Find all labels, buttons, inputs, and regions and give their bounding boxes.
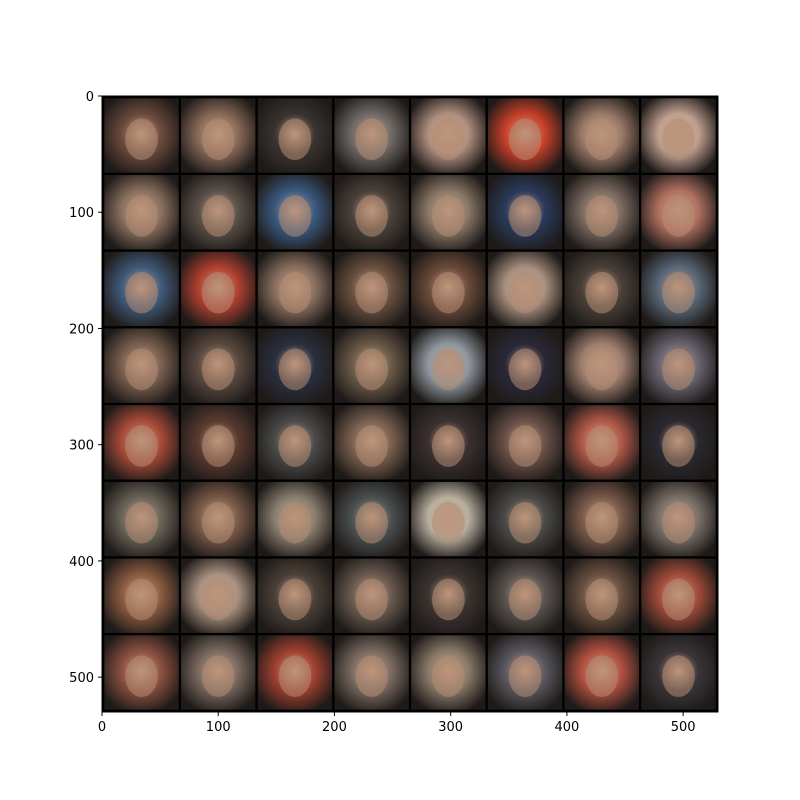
tile-face-shape: [508, 271, 542, 314]
tile-face-shape: [125, 578, 158, 621]
tile-face-shape: [585, 118, 619, 161]
tile-face-shape: [508, 425, 542, 467]
tile-face-shape: [431, 655, 465, 698]
tile-face-shape: [125, 195, 158, 237]
tile-face-shape: [431, 578, 465, 621]
tile-face-shape: [585, 578, 619, 621]
tile-face-shape: [201, 271, 235, 314]
y-tick-label: 400: [69, 555, 94, 570]
tile-face-shape: [125, 271, 158, 314]
tile-face-shape: [355, 655, 389, 698]
tile-face-shape: [278, 655, 312, 698]
tile-face-shape: [125, 348, 158, 391]
tile-face-shape: [585, 348, 619, 391]
tile-face-shape: [201, 348, 235, 391]
tile-face-shape: [431, 118, 465, 161]
tile-face-shape: [431, 501, 465, 544]
y-tick-label: 300: [69, 439, 94, 454]
tile-face-shape: [508, 348, 542, 391]
y-tick-label: 500: [69, 671, 94, 686]
y-tick-label: 100: [69, 206, 94, 221]
tile-face-shape: [508, 655, 542, 698]
tile-face-shape: [662, 195, 695, 237]
tile-face-shape: [201, 195, 235, 237]
tile-face-shape: [662, 655, 695, 698]
tile-face-shape: [355, 195, 389, 237]
tile-face-shape: [201, 425, 235, 467]
tile-face-shape: [278, 348, 312, 391]
tile-face-shape: [201, 655, 235, 698]
tile-face-shape: [355, 348, 389, 391]
tile-face-shape: [508, 118, 542, 161]
tile-face-shape: [431, 271, 465, 314]
x-tick-label: 500: [671, 720, 696, 735]
tile-face-shape: [278, 501, 312, 544]
tile-face-shape: [355, 425, 389, 467]
tile-face-shape: [662, 118, 695, 161]
tile-face-shape: [125, 501, 158, 544]
tile-face-shape: [278, 578, 312, 621]
image-grid: [102, 96, 718, 712]
tile-face-shape: [662, 425, 695, 467]
x-tick-label: 200: [322, 720, 347, 735]
tile-face-shape: [355, 271, 389, 314]
tile-face-shape: [278, 425, 312, 467]
tile-face-shape: [508, 501, 542, 544]
tile-face-shape: [278, 195, 312, 237]
tile-face-shape: [662, 578, 695, 621]
tile-face-shape: [431, 348, 465, 391]
y-tick-label: 200: [69, 322, 94, 337]
tile-face-shape: [585, 655, 619, 698]
tile-face-shape: [201, 578, 235, 621]
tile-face-shape: [662, 348, 695, 391]
x-tick-label: 300: [438, 720, 463, 735]
tile-face-shape: [585, 501, 619, 544]
x-tick-label: 400: [554, 720, 579, 735]
tile-face-shape: [355, 578, 389, 621]
x-axis: 0 100 200 300 400 500: [98, 712, 696, 735]
tile-face-shape: [125, 118, 158, 161]
tile-face-shape: [585, 425, 619, 467]
tile-face-shape: [201, 118, 235, 161]
tile-face-shape: [585, 195, 619, 237]
tile-face-shape: [278, 118, 312, 161]
tile-face-shape: [201, 501, 235, 544]
tile-face-shape: [431, 425, 465, 467]
x-tick-label: 100: [206, 720, 231, 735]
tile-face-shape: [662, 271, 695, 314]
y-axis: 0 100 200 300 400 500: [69, 90, 102, 686]
tile-face-shape: [355, 118, 389, 161]
tile-face-shape: [508, 195, 542, 237]
tile-face-shape: [662, 501, 695, 544]
tile-face-shape: [585, 271, 619, 314]
tile-face-shape: [278, 271, 312, 314]
y-tick-label: 0: [86, 90, 94, 105]
axes-frame: [101, 95, 719, 713]
tile-face-shape: [508, 578, 542, 621]
tile-face-shape: [125, 655, 158, 698]
x-tick-label: 0: [98, 720, 106, 735]
tile-face-shape: [355, 501, 389, 544]
tile-face-shape: [125, 425, 158, 467]
tile-face-shape: [431, 195, 465, 237]
